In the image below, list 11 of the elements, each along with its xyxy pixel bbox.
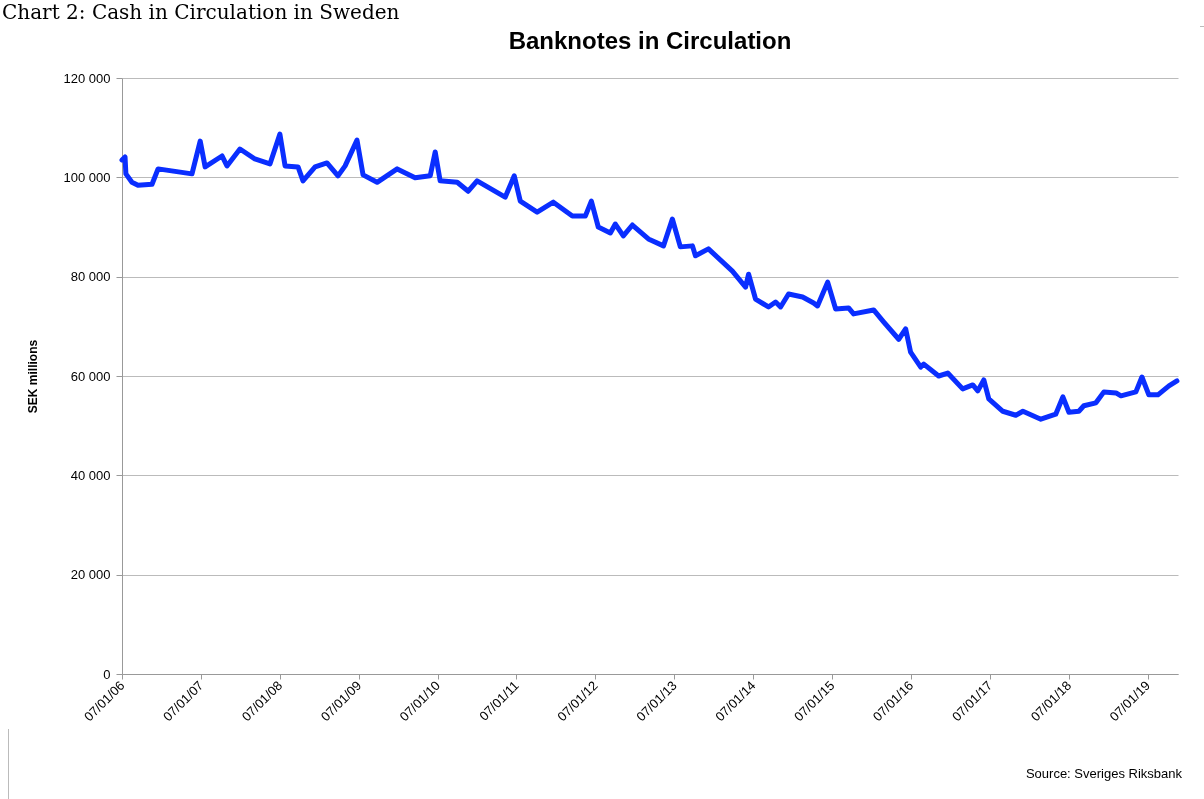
- caption: Chart 2: Cash in Circulation in Sweden: [2, 0, 400, 24]
- y-tick-label: 60 000: [70, 368, 111, 384]
- source-note: Source: Sveriges Riksbank: [1025, 766, 1182, 781]
- y-tick-label: 80 000: [70, 269, 111, 285]
- y-tick-label: 40 000: [70, 467, 111, 483]
- chart-title: Banknotes in Circulation: [508, 27, 792, 54]
- y-tick-label: 0: [103, 666, 111, 682]
- y-axis-title: SEK millions: [25, 339, 40, 414]
- y-tick-label: 120 000: [63, 70, 111, 86]
- y-tick-label: 100 000: [63, 169, 111, 185]
- y-tick-label: 20 000: [70, 567, 111, 583]
